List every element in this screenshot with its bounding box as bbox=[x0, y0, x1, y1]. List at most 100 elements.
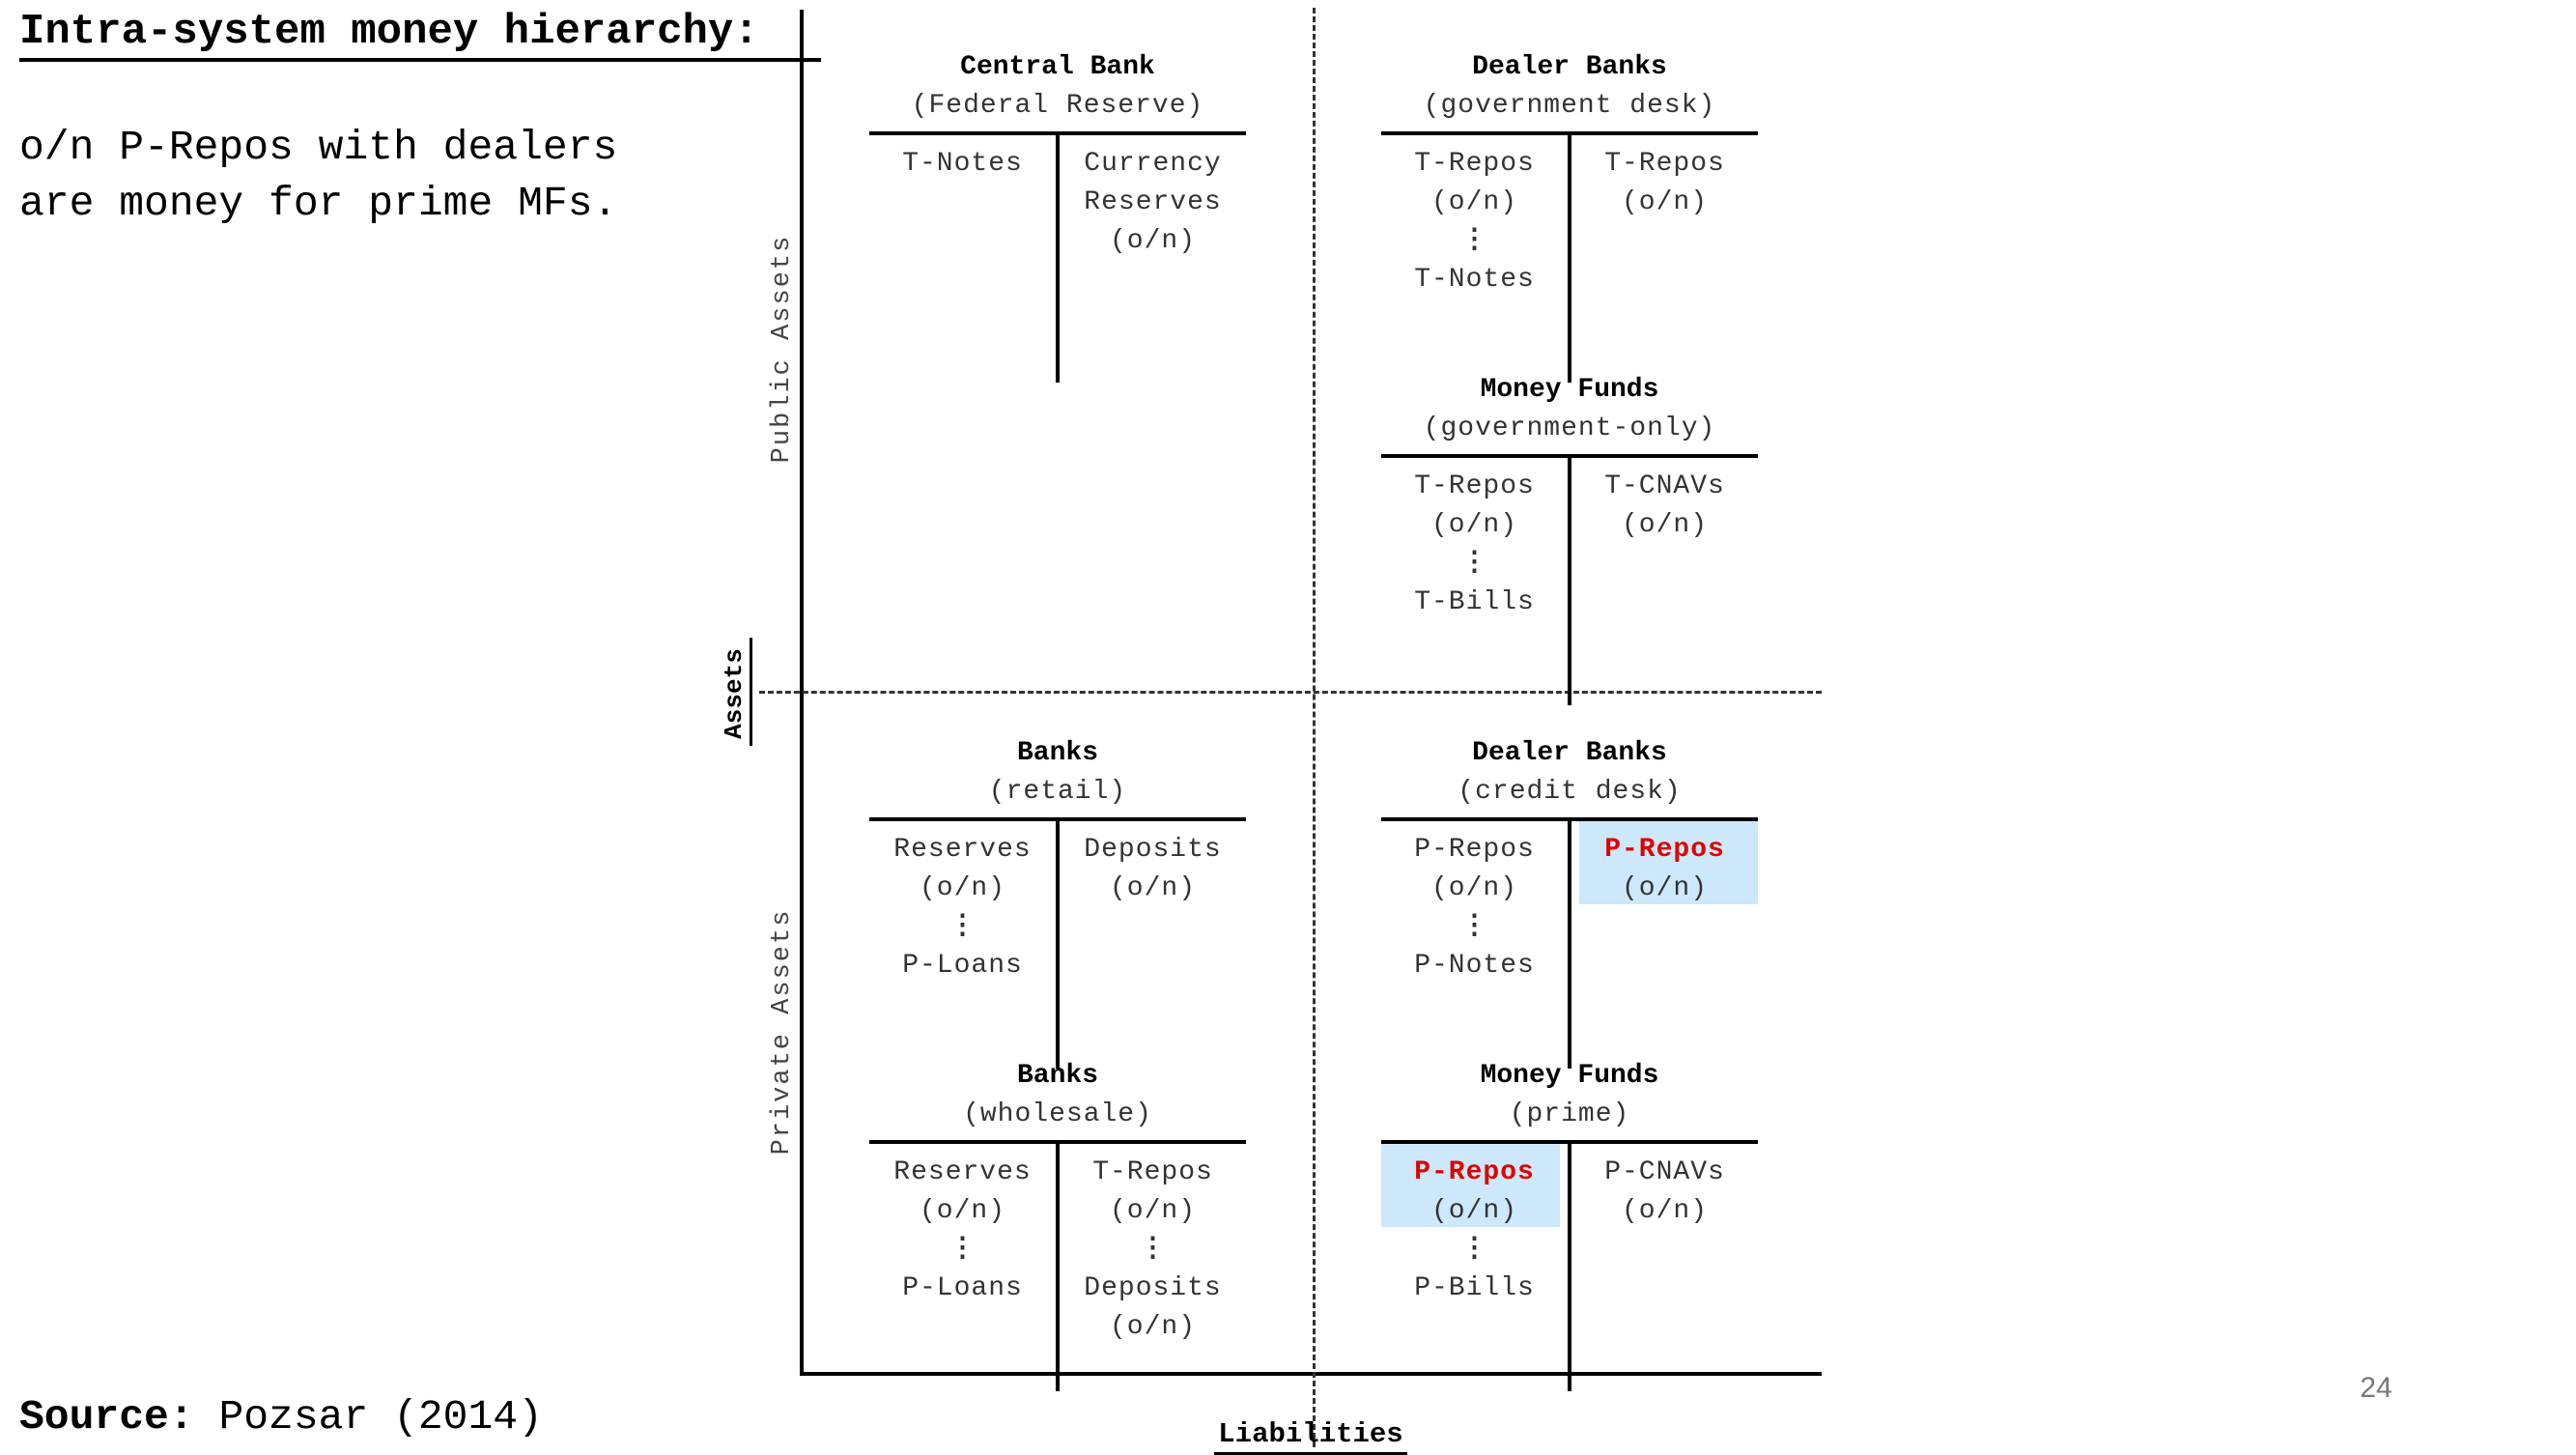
account-subtitle: (Federal Reserve) bbox=[911, 91, 1204, 121]
asset-item: (o/n) bbox=[1430, 873, 1517, 903]
t-account-dealer-banks-credit: Dealer Banks (credit desk) P-Repos (o/n)… bbox=[1381, 734, 1758, 1069]
t-account-banks-retail: Banks (retail) Reserves (o/n) ⋮ P-Loans … bbox=[869, 734, 1246, 1069]
assets-column: T-Repos (o/n) ⋮ T-Bills bbox=[1381, 468, 1568, 622]
account-subtitle: (prime) bbox=[1509, 1099, 1630, 1129]
liability-item: T-Repos bbox=[1092, 1157, 1213, 1187]
assets-column: Reserves (o/n) ⋮ P-Loans bbox=[869, 831, 1056, 985]
asset-item: T-Bills bbox=[1414, 587, 1535, 617]
t-account-dealer-banks-government: Dealer Banks (government desk) T-Repos (… bbox=[1381, 48, 1758, 383]
liability-item: (o/n) bbox=[1109, 873, 1196, 903]
title-underline bbox=[19, 58, 821, 62]
highlighted-liability-item: P-Repos bbox=[1604, 835, 1725, 865]
t-account-divider bbox=[1568, 819, 1571, 1069]
t-account-divider bbox=[1568, 133, 1571, 383]
subtitle: o/n P-Repos with dealers are money for p… bbox=[19, 124, 618, 227]
t-account-divider bbox=[1056, 133, 1060, 383]
account-subtitle: (government-only) bbox=[1423, 414, 1716, 443]
t-account-divider bbox=[1056, 819, 1060, 1069]
account-name: Money Funds bbox=[1480, 375, 1659, 405]
liability-item: (o/n) bbox=[1621, 1196, 1708, 1226]
horizontal-divider bbox=[759, 691, 1822, 694]
liability-item: (o/n) bbox=[1621, 510, 1708, 540]
account-name: Central Bank bbox=[960, 52, 1155, 82]
source-citation: Source: Pozsar (2014) bbox=[19, 1393, 543, 1441]
asset-item: T-Notes bbox=[1414, 265, 1535, 295]
liability-item: (o/n) bbox=[1621, 187, 1708, 217]
asset-item: P-Bills bbox=[1414, 1273, 1535, 1303]
liability-item: Deposits bbox=[1084, 1273, 1222, 1303]
t-account-money-funds-prime: Money Funds (prime) P-Repos (o/n) ⋮ P-Bi… bbox=[1381, 1057, 1758, 1391]
liability-item: Reserves bbox=[1084, 187, 1222, 217]
assets-column: T-Repos (o/n) ⋮ T-Notes bbox=[1381, 145, 1568, 300]
asset-item: (o/n) bbox=[1430, 187, 1517, 217]
liability-item: T-Repos bbox=[1604, 149, 1725, 179]
assets-label: Assets bbox=[720, 648, 749, 739]
liability-item: P-CNAVs bbox=[1604, 1157, 1725, 1187]
vertical-ellipsis-icon: ⋮ bbox=[1460, 549, 1488, 579]
liabilities-label: Liabilities bbox=[1218, 1418, 1403, 1450]
account-name: Money Funds bbox=[1480, 1061, 1659, 1091]
t-account-divider bbox=[1568, 456, 1571, 705]
liabilities-axis bbox=[800, 1372, 1822, 1376]
account-subtitle: (government desk) bbox=[1423, 91, 1716, 121]
vertical-divider bbox=[1313, 8, 1316, 1447]
vertical-ellipsis-icon: ⋮ bbox=[1460, 912, 1488, 942]
account-name: Dealer Banks bbox=[1472, 738, 1667, 768]
source-label: Source: bbox=[19, 1393, 194, 1441]
source-text: Pozsar (2014) bbox=[193, 1393, 543, 1441]
liability-item: Currency bbox=[1084, 149, 1222, 179]
liabilities-column: Currency Reserves (o/n) bbox=[1060, 145, 1246, 261]
assets-label-bar bbox=[750, 638, 752, 746]
account-name: Banks bbox=[1016, 738, 1098, 768]
assets-column: T-Notes bbox=[869, 145, 1056, 184]
asset-item: P-Repos bbox=[1414, 835, 1535, 865]
highlighted-asset-item: P-Repos bbox=[1414, 1157, 1535, 1187]
account-subtitle: (wholesale) bbox=[963, 1099, 1152, 1129]
asset-item: T-Repos bbox=[1414, 471, 1535, 501]
asset-item: (o/n) bbox=[919, 1196, 1005, 1226]
asset-item: Reserves bbox=[893, 1157, 1032, 1187]
account-name: Banks bbox=[1016, 1061, 1098, 1091]
highlight-box bbox=[1381, 1144, 1560, 1227]
vertical-ellipsis-icon: ⋮ bbox=[1460, 226, 1488, 256]
highlight-box bbox=[1579, 821, 1758, 904]
assets-column: P-Repos (o/n) ⋮ P-Bills bbox=[1381, 1154, 1568, 1308]
asset-item: (o/n) bbox=[1430, 510, 1517, 540]
asset-item: P-Loans bbox=[902, 1273, 1023, 1303]
t-account-divider bbox=[1056, 1142, 1060, 1391]
page-number: 24 bbox=[2360, 1372, 2392, 1404]
account-subtitle: (retail) bbox=[988, 777, 1127, 807]
account-subtitle: (credit desk) bbox=[1458, 777, 1682, 807]
t-account-central-bank: Central Bank (Federal Reserve) T-Notes C… bbox=[869, 48, 1246, 383]
liabilities-column: T-Repos (o/n) bbox=[1571, 145, 1758, 222]
assets-column: P-Repos (o/n) ⋮ P-Notes bbox=[1381, 831, 1568, 985]
vertical-ellipsis-icon: ⋮ bbox=[948, 912, 977, 942]
liabilities-column: T-CNAVs (o/n) bbox=[1571, 468, 1758, 545]
asset-item: T-Notes bbox=[902, 149, 1023, 179]
liabilities-column: P-CNAVs (o/n) bbox=[1571, 1154, 1758, 1231]
liability-item: (o/n) bbox=[1109, 1312, 1196, 1342]
liabilities-column: Deposits (o/n) bbox=[1060, 831, 1246, 908]
liability-item: Deposits bbox=[1084, 835, 1222, 865]
asset-item: P-Notes bbox=[1414, 951, 1535, 981]
assets-column: Reserves (o/n) ⋮ P-Loans bbox=[869, 1154, 1056, 1308]
t-account-divider bbox=[1568, 1142, 1571, 1391]
liabilities-column: T-Repos (o/n) ⋮ Deposits (o/n) bbox=[1060, 1154, 1246, 1347]
page-title: Intra-system money hierarchy: bbox=[19, 8, 759, 56]
t-account-money-funds-government: Money Funds (government-only) T-Repos (o… bbox=[1381, 371, 1758, 705]
asset-item: Reserves bbox=[893, 835, 1032, 865]
vertical-ellipsis-icon: ⋮ bbox=[948, 1235, 977, 1265]
liability-item: (o/n) bbox=[1621, 873, 1708, 903]
asset-item: P-Loans bbox=[902, 951, 1023, 981]
private-assets-label: Private Assets bbox=[768, 908, 797, 1155]
liabilities-column: P-Repos (o/n) bbox=[1571, 831, 1758, 908]
account-name: Dealer Banks bbox=[1472, 52, 1667, 82]
asset-item: (o/n) bbox=[1430, 1196, 1517, 1226]
vertical-ellipsis-icon: ⋮ bbox=[1460, 1235, 1488, 1265]
public-assets-label: Public Assets bbox=[768, 234, 797, 464]
liability-item: T-CNAVs bbox=[1604, 471, 1725, 501]
liability-item: (o/n) bbox=[1109, 1196, 1196, 1226]
asset-item: T-Repos bbox=[1414, 149, 1535, 179]
vertical-ellipsis-icon: ⋮ bbox=[1139, 1235, 1167, 1265]
asset-item: (o/n) bbox=[919, 873, 1005, 903]
